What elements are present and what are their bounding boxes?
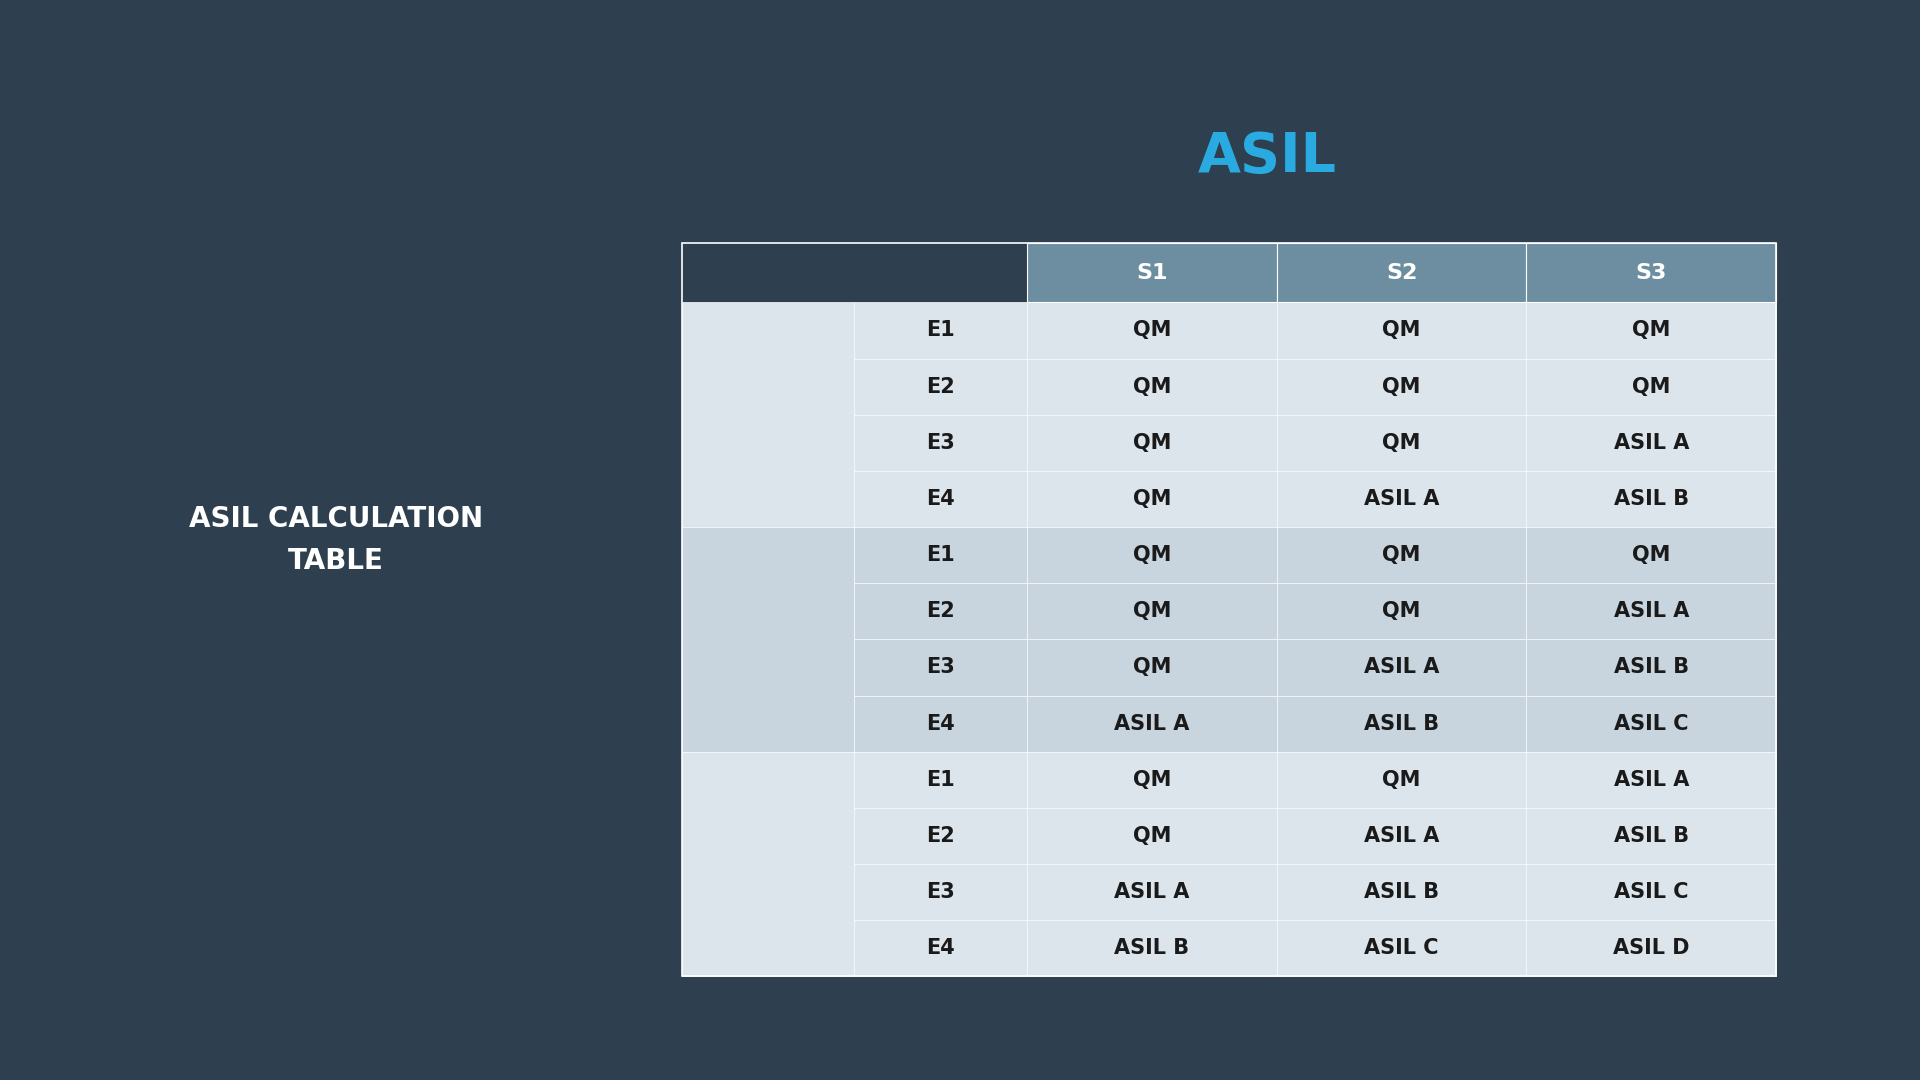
- Text: E4: E4: [927, 714, 954, 733]
- Text: ASIL B: ASIL B: [1613, 658, 1690, 677]
- Text: QM: QM: [1382, 321, 1421, 340]
- Text: ASIL B: ASIL B: [1363, 714, 1440, 733]
- Text: E3: E3: [927, 433, 954, 453]
- Text: E1: E1: [927, 321, 954, 340]
- Text: ASIL CALCULATION
TABLE: ASIL CALCULATION TABLE: [188, 505, 484, 575]
- Text: ASIL A: ASIL A: [1613, 602, 1690, 621]
- Text: QM: QM: [1133, 602, 1171, 621]
- Text: QM: QM: [1133, 489, 1171, 509]
- Text: QM: QM: [1382, 602, 1421, 621]
- Text: ASIL B: ASIL B: [1363, 882, 1440, 902]
- Text: QM: QM: [1382, 433, 1421, 453]
- Text: QM: QM: [1133, 433, 1171, 453]
- Text: S3: S3: [1636, 262, 1667, 283]
- Text: ASIL A: ASIL A: [1613, 433, 1690, 453]
- Text: ASIL A: ASIL A: [1114, 714, 1190, 733]
- Text: QM: QM: [1382, 545, 1421, 565]
- Text: ASIL C: ASIL C: [1365, 939, 1438, 958]
- Text: E3: E3: [927, 658, 954, 677]
- Text: ASIL: ASIL: [1198, 130, 1336, 184]
- Text: ASIL B: ASIL B: [1613, 826, 1690, 846]
- Text: E2: E2: [927, 377, 954, 396]
- Text: QM: QM: [1133, 826, 1171, 846]
- Text: ASIL A: ASIL A: [1363, 658, 1440, 677]
- Text: E4: E4: [927, 939, 954, 958]
- Text: ASIL A: ASIL A: [1363, 826, 1440, 846]
- Text: ASIL C: ASIL C: [1615, 714, 1688, 733]
- Text: C1: C1: [753, 405, 783, 424]
- Text: QM: QM: [1382, 377, 1421, 396]
- Text: QM: QM: [1133, 770, 1171, 789]
- Text: QM: QM: [1133, 321, 1171, 340]
- Text: QM: QM: [1632, 321, 1670, 340]
- Text: E3: E3: [927, 882, 954, 902]
- Text: ASIL C: ASIL C: [1615, 882, 1688, 902]
- Text: ASIL A: ASIL A: [1613, 770, 1690, 789]
- Text: E2: E2: [927, 826, 954, 846]
- Text: QM: QM: [1382, 770, 1421, 789]
- Text: ASIL D: ASIL D: [1613, 939, 1690, 958]
- Text: C3: C3: [753, 854, 783, 874]
- Text: E1: E1: [927, 545, 954, 565]
- Text: S2: S2: [1386, 262, 1417, 283]
- Text: QM: QM: [1133, 545, 1171, 565]
- Text: S1: S1: [1137, 262, 1167, 283]
- Text: QM: QM: [1632, 545, 1670, 565]
- Text: E4: E4: [927, 489, 954, 509]
- Text: QM: QM: [1133, 377, 1171, 396]
- Text: E1: E1: [927, 770, 954, 789]
- Text: ASIL B: ASIL B: [1114, 939, 1190, 958]
- Text: E2: E2: [927, 602, 954, 621]
- Text: C2: C2: [753, 630, 783, 649]
- Text: ASIL A: ASIL A: [1114, 882, 1190, 902]
- Text: QM: QM: [1133, 658, 1171, 677]
- Text: ASIL A: ASIL A: [1363, 489, 1440, 509]
- Text: QM: QM: [1632, 377, 1670, 396]
- Text: ASIL B: ASIL B: [1613, 489, 1690, 509]
